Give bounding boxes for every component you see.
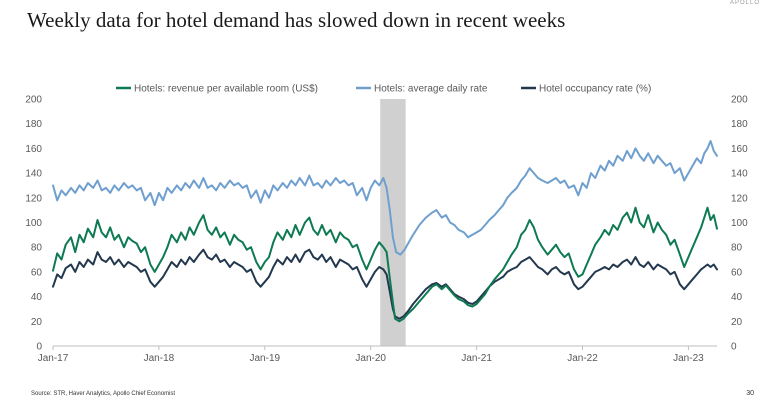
legend-label-occupancy: Hotel occupancy rate (%) (539, 84, 651, 95)
x-tick-label: Jan-21 (461, 353, 492, 364)
y-tick-label-right: 140 (731, 169, 748, 180)
x-tick-label: Jan-19 (250, 353, 281, 364)
y-tick-label-left: 20 (31, 317, 43, 328)
y-tick-label-left: 200 (25, 95, 42, 106)
y-tick-label-left: 0 (36, 342, 42, 353)
y-tick-label-left: 40 (31, 292, 43, 303)
y-tick-label-right: 200 (731, 95, 748, 106)
y-tick-label-left: 100 (25, 218, 42, 229)
y-tick-label-right: 180 (731, 119, 748, 130)
y-tick-label-left: 80 (31, 243, 43, 254)
source-note: Source: STR, Haver Analytics, Apollo Chi… (31, 391, 176, 397)
y-tick-label-left: 160 (25, 144, 42, 155)
series-line-adr (52, 140, 718, 256)
y-tick-label-left: 180 (25, 119, 42, 130)
y-tick-label-left: 60 (31, 267, 43, 278)
series-line-occupancy (52, 248, 718, 320)
legend-label-revpar: Hotels: revenue per available room (US$) (134, 84, 318, 95)
y-tick-label-left: 120 (25, 193, 42, 204)
x-tick-label: Jan-18 (144, 353, 175, 364)
chart-title: Weekly data for hotel demand has slowed … (27, 8, 566, 32)
y-tick-label-right: 0 (731, 342, 737, 353)
x-tick-label: Jan-23 (673, 353, 704, 364)
y-tick-label-right: 120 (731, 193, 748, 204)
page-number: 30 (746, 390, 754, 397)
series-line-revpar (52, 206, 718, 323)
x-tick-label: Jan-20 (355, 353, 386, 364)
x-tick-label: Jan-22 (567, 353, 598, 364)
y-tick-label-right: 40 (731, 292, 743, 303)
legend-label-adr: Hotels: average daily rate (374, 84, 488, 95)
y-tick-label-right: 100 (731, 218, 748, 229)
y-tick-label-left: 140 (25, 169, 42, 180)
y-tick-label-right: 20 (731, 317, 743, 328)
y-tick-label-right: 80 (731, 243, 743, 254)
y-tick-label-right: 160 (731, 144, 748, 155)
x-tick-label: Jan-17 (38, 353, 69, 364)
y-tick-label-right: 60 (731, 267, 743, 278)
corner-mark: APOLLO (729, 0, 760, 6)
